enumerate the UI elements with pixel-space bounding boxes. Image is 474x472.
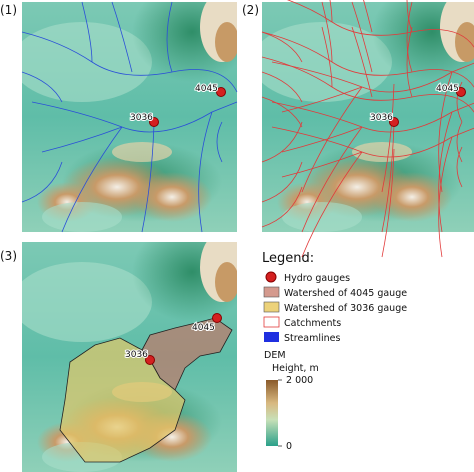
gauge: [389, 117, 399, 127]
legend-label: Watershed of 4045 gauge: [284, 288, 407, 299]
legend-title: Legend:: [262, 251, 314, 266]
panel-label: (3): [0, 249, 17, 263]
legend-symbol: [264, 332, 279, 342]
legend-symbol: [263, 316, 280, 328]
gauge: [149, 117, 159, 127]
panel-3: (3) 4045 3036: [0, 222, 252, 472]
gauge-label: 3036: [370, 113, 393, 123]
panel-label: (2): [242, 3, 259, 17]
gauge: [145, 355, 155, 365]
watershed-3036: [59, 337, 186, 463]
colorbar: [266, 380, 278, 446]
legend-symbol: [263, 286, 280, 298]
legend-symbol: [263, 301, 280, 313]
legend: Legend: Hydro gauges Watershed of 4045 g…: [262, 251, 407, 446]
gauge-label: 4045: [192, 323, 215, 333]
legend-label: Streamlines: [284, 333, 341, 344]
gauge-label: 4045: [436, 84, 459, 94]
panel-1: (1) 4045 3036: [0, 0, 252, 233]
panel-label: (1): [0, 3, 17, 17]
legend-label: Catchments: [284, 318, 341, 329]
gauge: [456, 87, 466, 97]
legend-label: Hydro gauges: [284, 273, 350, 284]
colorbar-tick-label: 0: [286, 441, 292, 452]
colorbar-subtitle: Height, m: [272, 363, 319, 374]
colorbar-tick-label: 2 000: [286, 375, 313, 386]
colorbar-title: DEM: [264, 350, 286, 361]
gauge: [212, 313, 222, 323]
gauge-label: 4045: [195, 84, 218, 94]
panel-2: (2) 4045 3036: [242, 0, 474, 258]
gauge-label: 3036: [130, 113, 153, 123]
legend-label: Watershed of 3036 gauge: [284, 303, 407, 314]
gauge: [216, 87, 226, 97]
legend-symbol: [265, 271, 277, 283]
gauge-label: 3036: [125, 350, 148, 360]
